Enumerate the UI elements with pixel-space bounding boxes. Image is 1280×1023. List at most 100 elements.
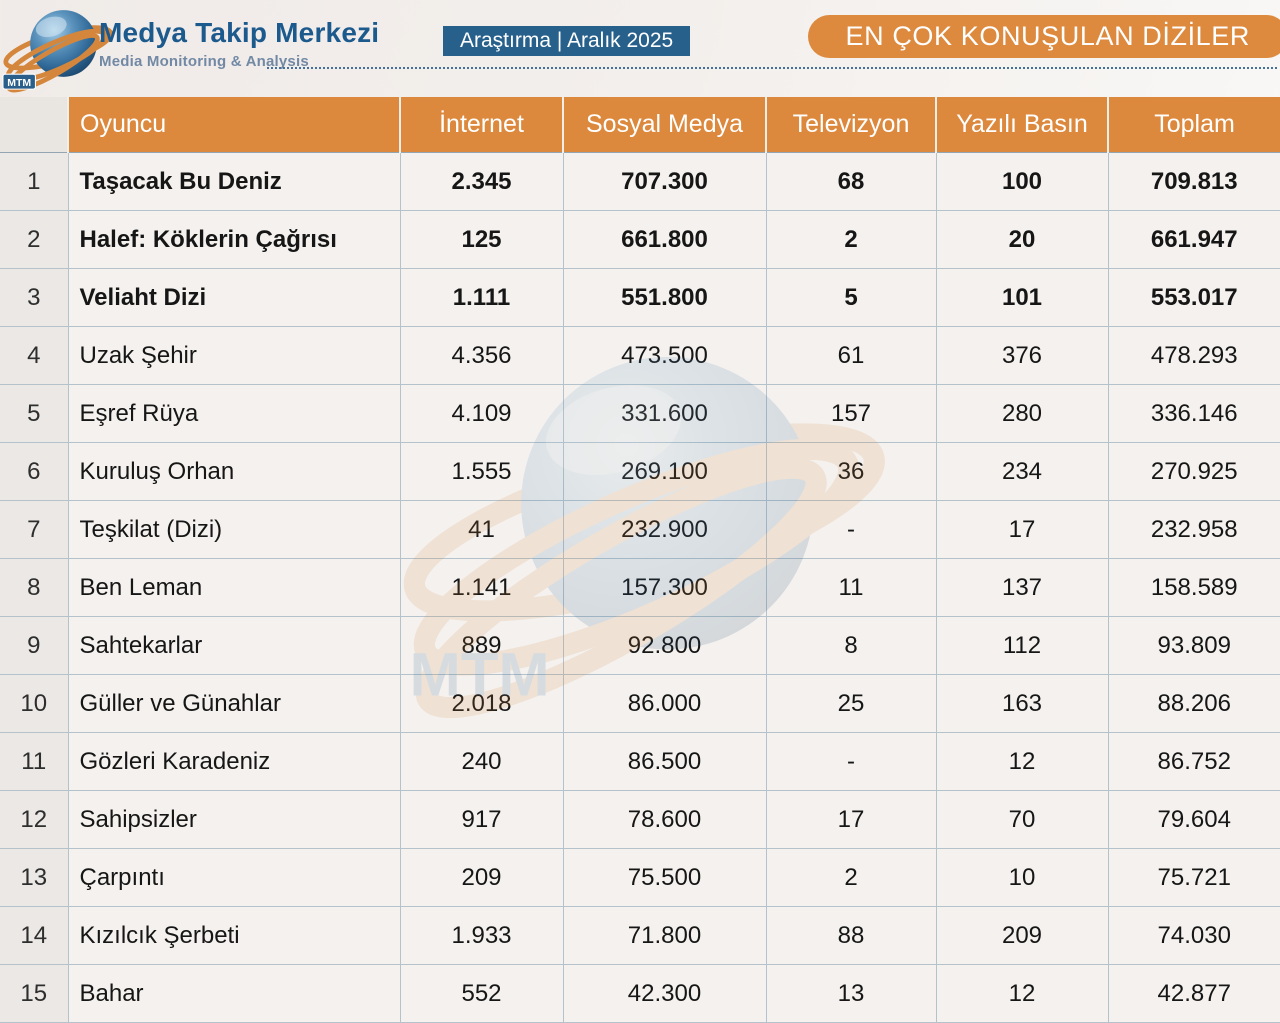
series-name-cell: Uzak Şehir (67, 326, 401, 385)
sosyal-medya-value-cell: 42.300 (562, 964, 767, 1023)
series-name-cell: Taşacak Bu Deniz (67, 152, 401, 211)
series-name-cell: Güller ve Günahlar (67, 674, 401, 733)
series-name-cell: Ben Leman (67, 558, 401, 617)
televizyon-value-cell: 17 (765, 790, 937, 849)
internet-value-cell: 125 (399, 210, 564, 269)
yazili-basin-value-cell: 12 (935, 964, 1109, 1023)
series-name-cell: Sahipsizler (67, 790, 401, 849)
toplam-value-cell: 232.958 (1107, 500, 1280, 559)
table-row: 11 Gözleri Karadeniz 240 86.500 - 12 86.… (0, 732, 1280, 791)
logo-abbr-text: MTM (7, 77, 31, 89)
brand-block: Medya Takip Merkezi Media Monitoring & A… (99, 19, 379, 70)
toplam-value-cell: 93.809 (1107, 616, 1280, 675)
series-name-cell: Bahar (67, 964, 401, 1023)
table-row: 9 Sahtekarlar 889 92.800 8 112 93.809 (0, 616, 1280, 675)
televizyon-value-cell: 157 (765, 384, 937, 443)
sosyal-medya-value-cell: 232.900 (562, 500, 767, 559)
table-row: 6 Kuruluş Orhan 1.555 269.100 36 234 270… (0, 442, 1280, 501)
internet-value-cell: 41 (399, 500, 564, 559)
sosyal-medya-value-cell: 551.800 (562, 268, 767, 327)
sosyal-medya-value-cell: 78.600 (562, 790, 767, 849)
yazili-basin-value-cell: 101 (935, 268, 1109, 327)
rank-cell: 11 (0, 732, 69, 791)
sosyal-medya-value-cell: 71.800 (562, 906, 767, 965)
yazili-basin-value-cell: 163 (935, 674, 1109, 733)
series-name-cell: Kuruluş Orhan (67, 442, 401, 501)
yazili-basin-value-cell: 17 (935, 500, 1109, 559)
internet-value-cell: 552 (399, 964, 564, 1023)
rank-cell: 10 (0, 674, 69, 733)
table-row: 8 Ben Leman 1.141 157.300 11 137 158.589 (0, 558, 1280, 617)
table-row: 5 Eşref Rüya 4.109 331.600 157 280 336.1… (0, 384, 1280, 443)
televizyon-value-cell: 61 (765, 326, 937, 385)
series-name-cell: Teşkilat (Dizi) (67, 500, 401, 559)
series-table: Oyuncu İnternet Sosyal Medya Televizyon … (0, 97, 1280, 1023)
internet-value-cell: 1.111 (399, 268, 564, 327)
yazili-basin-value-cell: 280 (935, 384, 1109, 443)
table-row: 13 Çarpıntı 209 75.500 2 10 75.721 (0, 848, 1280, 907)
televizyon-value-cell: 2 (765, 848, 937, 907)
column-header-internet: İnternet (399, 97, 563, 153)
sosyal-medya-value-cell: 86.000 (562, 674, 767, 733)
sosyal-medya-value-cell: 473.500 (562, 326, 767, 385)
yazili-basin-value-cell: 112 (935, 616, 1109, 675)
table-row: 2 Halef: Köklerin Çağrısı 125 661.800 2 … (0, 210, 1280, 269)
column-header-televizyon: Televizyon (765, 97, 936, 153)
yazili-basin-value-cell: 12 (935, 732, 1109, 791)
televizyon-value-cell: 13 (765, 964, 937, 1023)
toplam-value-cell: 88.206 (1107, 674, 1280, 733)
table-row: 1 Taşacak Bu Deniz 2.345 707.300 68 100 … (0, 152, 1280, 211)
sosyal-medya-value-cell: 661.800 (562, 210, 767, 269)
table-row: 10 Güller ve Günahlar 2.018 86.000 25 16… (0, 674, 1280, 733)
table-row: 15 Bahar 552 42.300 13 12 42.877 (0, 964, 1280, 1023)
sosyal-medya-value-cell: 75.500 (562, 848, 767, 907)
table-row: 3 Veliaht Dizi 1.111 551.800 5 101 553.0… (0, 268, 1280, 327)
yazili-basin-value-cell: 209 (935, 906, 1109, 965)
rank-cell: 15 (0, 964, 69, 1023)
series-name-cell: Halef: Köklerin Çağrısı (67, 210, 401, 269)
column-header-yazili-basin: Yazılı Basın (935, 97, 1108, 153)
sosyal-medya-value-cell: 331.600 (562, 384, 767, 443)
page-header: MTM Medya Takip Merkezi Media Monitoring… (0, 0, 1280, 97)
internet-value-cell: 4.356 (399, 326, 564, 385)
toplam-value-cell: 79.604 (1107, 790, 1280, 849)
yazili-basin-value-cell: 100 (935, 152, 1109, 211)
televizyon-value-cell: - (765, 500, 937, 559)
research-badge: Araştırma | Aralık 2025 (443, 26, 691, 56)
rank-cell: 8 (0, 558, 69, 617)
sosyal-medya-value-cell: 707.300 (562, 152, 767, 211)
televizyon-value-cell: - (765, 732, 937, 791)
televizyon-value-cell: 11 (765, 558, 937, 617)
rank-cell: 2 (0, 210, 69, 269)
internet-value-cell: 1.555 (399, 442, 564, 501)
toplam-value-cell: 42.877 (1107, 964, 1280, 1023)
toplam-value-cell: 336.146 (1107, 384, 1280, 443)
toplam-value-cell: 709.813 (1107, 152, 1280, 211)
table-row: 14 Kızılcık Şerbeti 1.933 71.800 88 209 … (0, 906, 1280, 965)
series-name-cell: Veliaht Dizi (67, 268, 401, 327)
toplam-value-cell: 75.721 (1107, 848, 1280, 907)
series-name-cell: Gözleri Karadeniz (67, 732, 401, 791)
rank-cell: 5 (0, 384, 69, 443)
toplam-value-cell: 86.752 (1107, 732, 1280, 791)
televizyon-value-cell: 8 (765, 616, 937, 675)
rank-cell: 9 (0, 616, 69, 675)
rank-cell: 1 (0, 152, 69, 211)
televizyon-value-cell: 88 (765, 906, 937, 965)
table-row: 4 Uzak Şehir 4.356 473.500 61 376 478.29… (0, 326, 1280, 385)
toplam-value-cell: 270.925 (1107, 442, 1280, 501)
rank-cell: 6 (0, 442, 69, 501)
title-banner: EN ÇOK KONUŞULAN DİZİLER (807, 15, 1280, 58)
rank-cell: 13 (0, 848, 69, 907)
table-row: 12 Sahipsizler 917 78.600 17 70 79.604 (0, 790, 1280, 849)
televizyon-value-cell: 25 (765, 674, 937, 733)
televizyon-value-cell: 2 (765, 210, 937, 269)
toplam-value-cell: 74.030 (1107, 906, 1280, 965)
sosyal-medya-value-cell: 92.800 (562, 616, 767, 675)
series-name-cell: Sahtekarlar (67, 616, 401, 675)
sosyal-medya-value-cell: 157.300 (562, 558, 767, 617)
internet-value-cell: 2.345 (399, 152, 564, 211)
internet-value-cell: 917 (399, 790, 564, 849)
toplam-value-cell: 553.017 (1107, 268, 1280, 327)
yazili-basin-value-cell: 10 (935, 848, 1109, 907)
